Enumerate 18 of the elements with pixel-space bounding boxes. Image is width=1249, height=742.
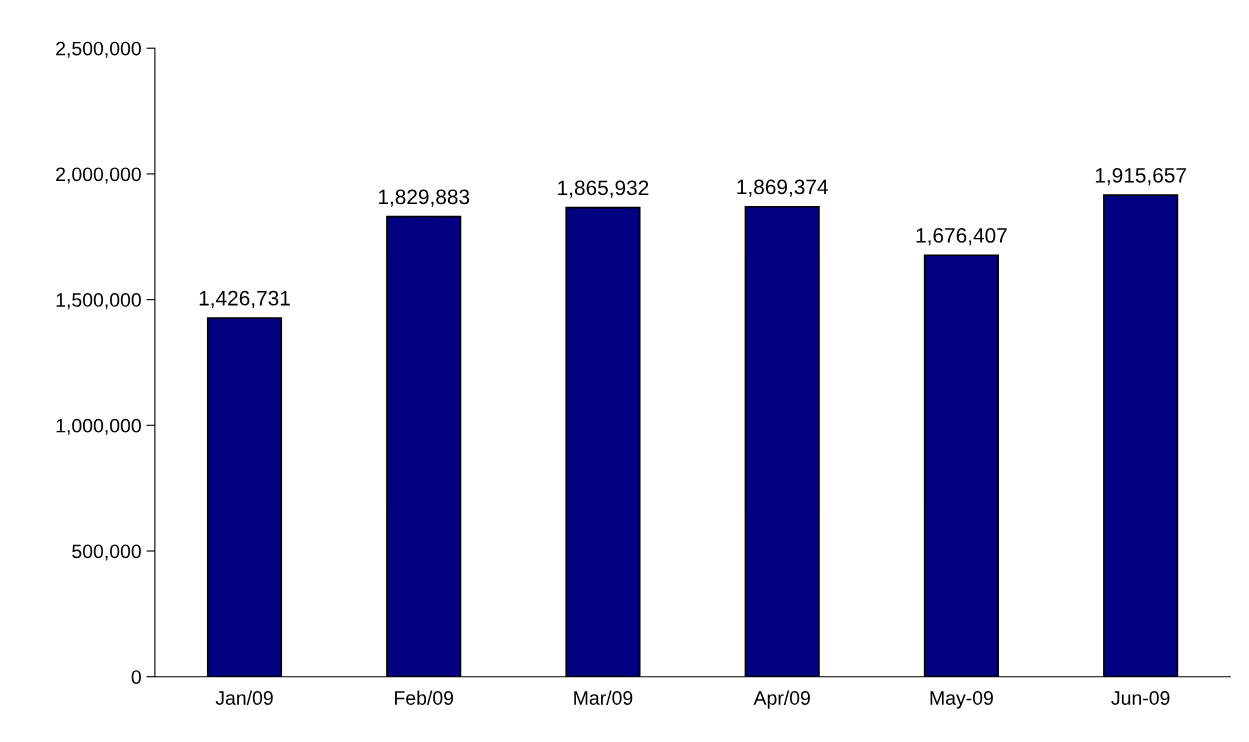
y-tick-label: 500,000 bbox=[72, 544, 141, 561]
y-tick-label: 2,000,000 bbox=[56, 167, 141, 184]
x-tick-label: Jun-09 bbox=[1111, 691, 1170, 705]
x-tick-label: Mar/09 bbox=[574, 690, 633, 705]
x-tick-label: Jan/09 bbox=[215, 690, 273, 705]
data-label: 1,865,932 bbox=[558, 180, 649, 198]
y-tick-label: 1,000,000 bbox=[56, 418, 141, 435]
y-tick-label: 2,500,000 bbox=[56, 41, 141, 58]
y-tick-label: 0 bbox=[131, 670, 141, 684]
x-tick-label: Feb/09 bbox=[395, 690, 454, 705]
data-label: 1,869,374 bbox=[737, 179, 828, 197]
x-tick-label: May-09 bbox=[930, 691, 993, 709]
data-label: 1,915,657 bbox=[1095, 167, 1186, 186]
data-label: 1,676,407 bbox=[916, 228, 1007, 246]
data-label: 1,426,731 bbox=[199, 290, 290, 309]
y-tick-label: 1,500,000 bbox=[56, 293, 141, 310]
x-tick-label: Apr/09 bbox=[753, 690, 810, 709]
data-label: 1,829,883 bbox=[378, 189, 470, 207]
